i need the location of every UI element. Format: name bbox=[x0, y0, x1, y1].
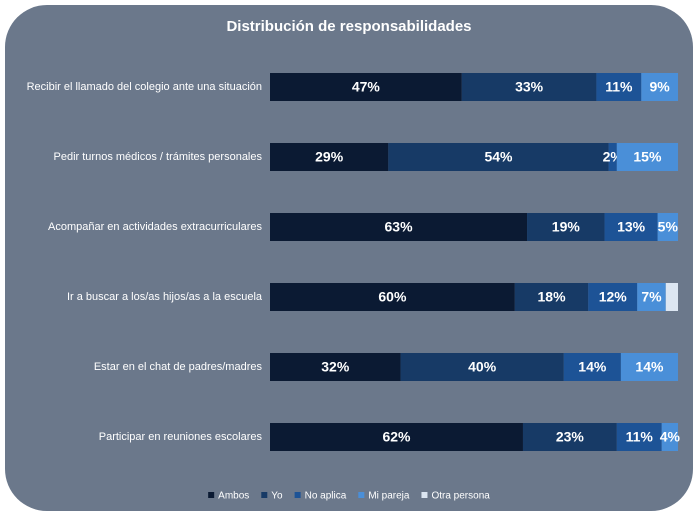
legend-label: Yo bbox=[271, 491, 283, 502]
category-label: Acompañar en actividades extracurricular… bbox=[48, 221, 262, 233]
bar-segment bbox=[270, 73, 462, 101]
value-label: 9% bbox=[650, 79, 671, 95]
category-label: Ir a buscar a los/as hijos/as a la escue… bbox=[67, 291, 263, 303]
bar-segment bbox=[588, 283, 638, 311]
bar-segment bbox=[270, 283, 515, 311]
bar-segment bbox=[620, 353, 678, 381]
legend-label: Mi pareja bbox=[368, 491, 410, 502]
category-label: Participar en reuniones escolares bbox=[99, 431, 263, 443]
chart-title: Distribución de responsabilidades bbox=[226, 18, 471, 35]
value-label: 40% bbox=[468, 359, 497, 375]
value-label: 5% bbox=[658, 219, 679, 235]
value-label: 47% bbox=[352, 79, 381, 95]
category-label: Pedir turnos médicos / trámites personal… bbox=[54, 151, 263, 163]
legend-swatch bbox=[358, 492, 365, 498]
value-label: 32% bbox=[321, 359, 350, 375]
bar-segment bbox=[270, 213, 528, 241]
bar-segment bbox=[270, 423, 523, 451]
value-label: 13% bbox=[617, 219, 646, 235]
value-label: 18% bbox=[538, 289, 567, 305]
bar-segment bbox=[388, 143, 609, 171]
legend-swatch bbox=[261, 492, 268, 498]
legend-swatch bbox=[208, 492, 215, 498]
bar-segment bbox=[637, 283, 666, 311]
value-label: 62% bbox=[382, 429, 411, 445]
bar-segment bbox=[270, 353, 401, 381]
bar-segment bbox=[270, 143, 389, 171]
category-label: Recibir el llamado del colegio ante una … bbox=[27, 81, 262, 93]
value-label: 23% bbox=[556, 429, 585, 445]
category-label: Estar en el chat de padres/madres bbox=[94, 361, 263, 373]
value-label: 15% bbox=[633, 149, 662, 165]
value-label: 63% bbox=[385, 219, 414, 235]
bar-segment bbox=[461, 73, 597, 101]
panel bbox=[5, 5, 693, 511]
value-label: 7% bbox=[641, 289, 662, 305]
bar-segment bbox=[616, 423, 662, 451]
value-label: 4% bbox=[660, 429, 681, 445]
bar-segment bbox=[616, 143, 678, 171]
legend-label: Otra persona bbox=[431, 491, 490, 502]
value-label: 11% bbox=[605, 79, 633, 95]
value-label: 14% bbox=[578, 359, 607, 375]
value-label: 12% bbox=[599, 289, 628, 305]
value-label: 54% bbox=[484, 149, 513, 165]
bar-segment bbox=[608, 143, 617, 171]
value-label: 60% bbox=[378, 289, 407, 305]
legend-swatch bbox=[421, 492, 428, 498]
bar-segment bbox=[400, 353, 564, 381]
bar-segment bbox=[657, 213, 678, 241]
bar-segment bbox=[514, 283, 589, 311]
bar-segment bbox=[665, 283, 678, 311]
bar-segment bbox=[522, 423, 617, 451]
bar-segment bbox=[563, 353, 621, 381]
bar-segment bbox=[604, 213, 658, 241]
value-label: 33% bbox=[515, 79, 544, 95]
bar-segment bbox=[527, 213, 605, 241]
legend-label: Ambos bbox=[218, 491, 249, 502]
bar-segment bbox=[596, 73, 642, 101]
value-label: 14% bbox=[635, 359, 664, 375]
bar-segment bbox=[641, 73, 678, 101]
legend-swatch bbox=[294, 492, 301, 498]
bar-segment bbox=[661, 423, 678, 451]
value-label: 29% bbox=[315, 149, 344, 165]
value-label: 19% bbox=[552, 219, 581, 235]
value-label: 11% bbox=[626, 429, 654, 445]
legend-label: No aplica bbox=[305, 491, 347, 502]
